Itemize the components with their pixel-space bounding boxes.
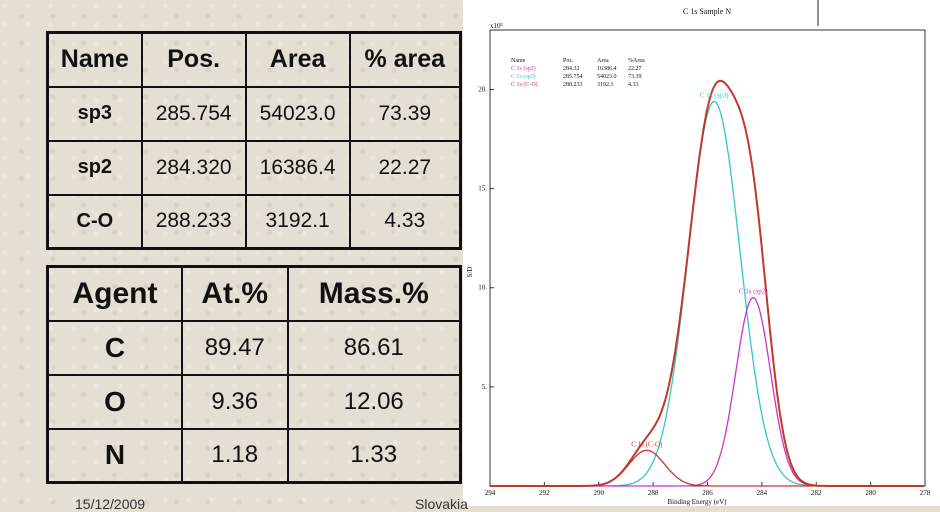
composition-header-mass-pct: Mass.% — [286, 265, 462, 322]
legend-cell: C 1s (sp3) — [511, 73, 536, 80]
agent-cell: O — [46, 373, 183, 430]
xps-spectrum-chart: C 1s Sample N x10³ S/D Binding Energy (e… — [463, 0, 940, 506]
legend-cell: 22.27 — [628, 66, 642, 72]
y-multiplier-label: x10³ — [490, 22, 503, 30]
chart-title: C 1s Sample N — [683, 7, 731, 16]
footer-date: 15/12/2009 — [75, 496, 146, 512]
peak-table: Name Pos. Area % area sp3 285.754 54023.… — [46, 31, 462, 250]
peak-pct-cell: 73.39 — [348, 85, 462, 142]
table-row: sp2 284.320 16386.4 22.27 — [46, 139, 462, 196]
legend-cell: 284.32 — [563, 66, 580, 72]
legend-cell: 54023.0 — [597, 74, 617, 80]
peak-area-cell: 16386.4 — [244, 139, 351, 196]
peak-area-cell: 3192.1 — [244, 193, 351, 250]
peak-name-cell: sp3 — [46, 85, 143, 142]
y-tick-label: 15. — [478, 185, 487, 193]
xps-spectrum-svg: C 1s Sample N x10³ S/D Binding Energy (e… — [463, 0, 940, 506]
x-tick-label: 282 — [811, 489, 822, 497]
y-tick-label: 5. — [482, 383, 488, 391]
peak-pct-cell: 22.27 — [348, 139, 462, 196]
legend-header: Area — [597, 58, 609, 64]
x-tick-label: 288 — [648, 489, 659, 497]
legend-header: Name — [511, 58, 526, 64]
legend-cell: 16386.4 — [597, 66, 617, 72]
peak-name-cell: C-O — [46, 193, 143, 250]
chart-background — [463, 0, 940, 506]
x-axis-label: Binding Energy (eV) — [668, 498, 728, 506]
peak-pos-cell: 284.320 — [140, 139, 247, 196]
x-tick-label: 280 — [865, 489, 876, 497]
table-row: C 89.47 86.61 — [46, 319, 462, 376]
peak-area-cell: 54023.0 — [244, 85, 351, 142]
composition-table: Agent At.% Mass.% C 89.47 86.61 O 9.36 1… — [46, 265, 462, 484]
legend-cell: 73.39 — [628, 74, 642, 80]
x-tick-label: 292 — [539, 489, 550, 497]
composition-header-agent: Agent — [46, 265, 183, 322]
at-pct-cell: 9.36 — [180, 373, 289, 430]
x-tick-label: 278 — [920, 489, 931, 497]
x-tick-label: 294 — [485, 489, 496, 497]
composition-header-at-pct: At.% — [180, 265, 289, 322]
peak-table-header-name: Name — [46, 31, 143, 88]
legend-cell: 288.233 — [563, 82, 583, 88]
legend-cell: 4.33 — [628, 82, 639, 88]
at-pct-cell: 1.18 — [180, 427, 289, 484]
mass-pct-cell: 12.06 — [286, 373, 462, 430]
agent-cell: N — [46, 427, 183, 484]
y-tick-label: 10. — [478, 284, 487, 292]
peak-table-header-row: Name Pos. Area % area — [46, 31, 462, 88]
table-row: C-O 288.233 3192.1 4.33 — [46, 193, 462, 250]
footer-location: Slovakia — [415, 496, 468, 512]
legend-cell: C 1s (sp2) — [511, 65, 536, 72]
x-tick-label: 284 — [757, 489, 768, 497]
agent-cell: C — [46, 319, 183, 376]
peak-pct-cell: 4.33 — [348, 193, 462, 250]
chart-legend: Name Pos. Area %Area C 1s (sp2) 284.32 16386.4… — [511, 58, 645, 88]
peak-table-header-pos: Pos. — [140, 31, 247, 88]
legend-cell: 285.754 — [563, 74, 583, 80]
table-row: N 1.18 1.33 — [46, 427, 462, 484]
mass-pct-cell: 86.61 — [286, 319, 462, 376]
y-axis-label: S/D — [466, 267, 474, 278]
envelope-line — [490, 79, 924, 487]
peak-label: C 1s (sp2) — [739, 288, 768, 296]
plot-area: 294 292 290 288 286 284 282 280 278 5. 10. 15. 20. C … — [478, 29, 931, 497]
mass-pct-cell: 1.33 — [286, 427, 462, 484]
composition-table-header-row: Agent At.% Mass.% — [46, 265, 462, 322]
legend-header: %Area — [628, 58, 645, 64]
table-row: sp3 285.754 54023.0 73.39 — [46, 85, 462, 142]
peak-table-header-area: Area — [244, 31, 351, 88]
peak-pos-cell: 285.754 — [140, 85, 247, 142]
x-tick-label: 290 — [594, 489, 605, 497]
legend-cell: 3192.1 — [597, 82, 614, 88]
at-pct-cell: 89.47 — [180, 319, 289, 376]
peak-label: C 1s (sp3) — [700, 91, 729, 99]
table-row: O 9.36 12.06 — [46, 373, 462, 430]
legend-header: Pos. — [563, 58, 574, 64]
peak-label: C 1s (C-O) — [631, 440, 663, 448]
peak-name-cell: sp2 — [46, 139, 143, 196]
x-tick-label: 286 — [702, 489, 713, 497]
y-tick-label: 20. — [478, 85, 487, 93]
peak-table-header-pct-area: % area — [348, 31, 462, 88]
legend-cell: C 1s (C-O) — [511, 81, 538, 88]
peak-pos-cell: 288.233 — [140, 193, 247, 250]
